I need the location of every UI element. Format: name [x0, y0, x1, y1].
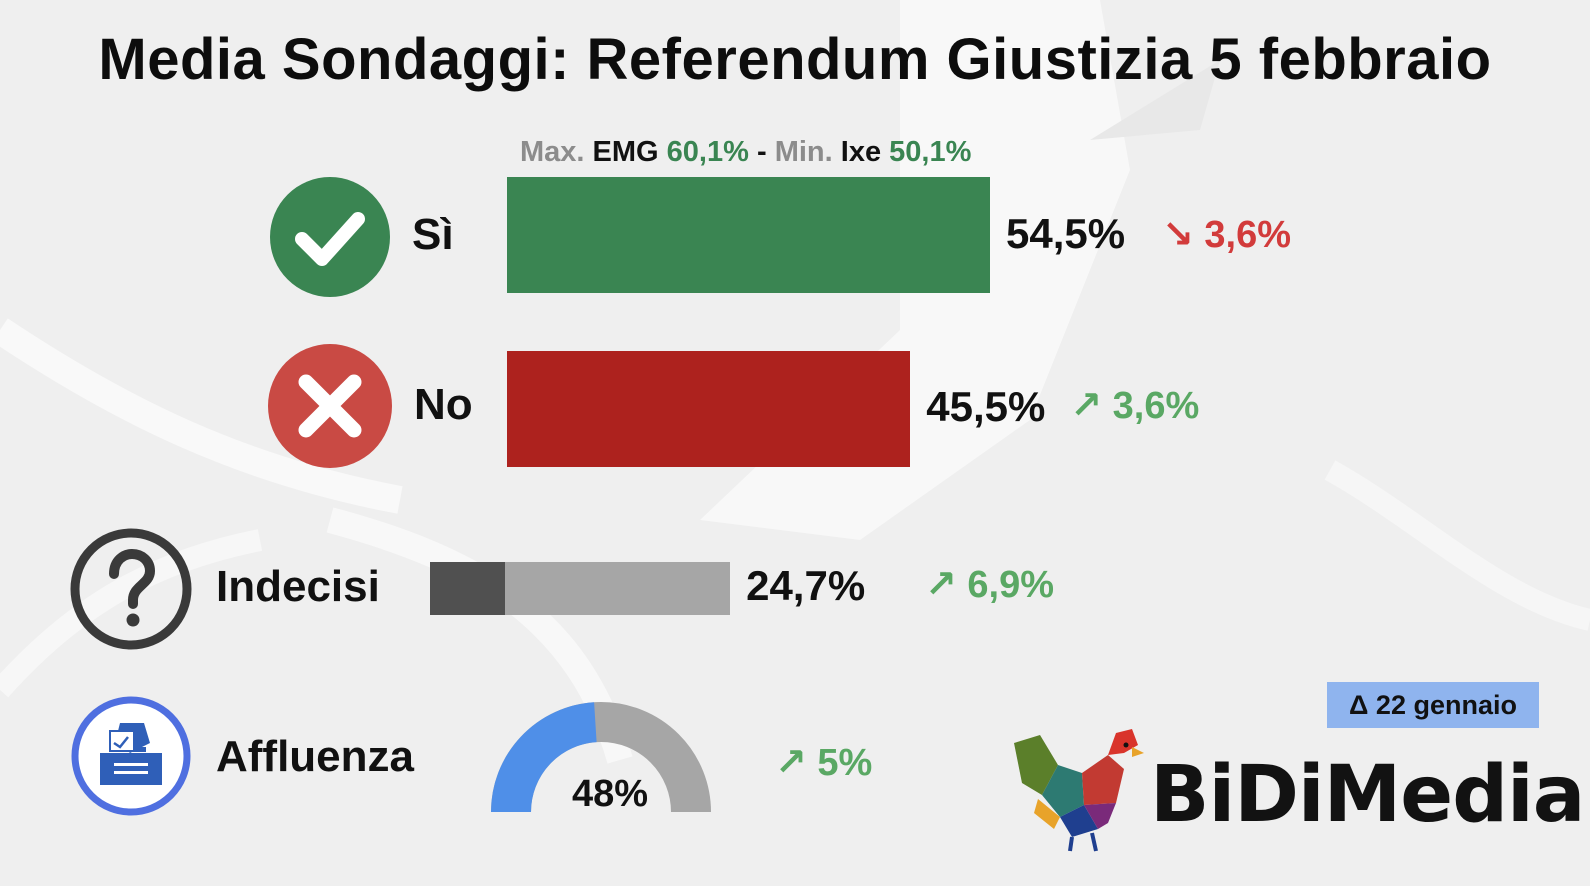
- range-max-source: EMG: [592, 136, 659, 168]
- rooster-logo-icon: [1012, 725, 1148, 860]
- range-max-label: Max.: [520, 136, 585, 168]
- no-delta: ↗ 3,6%: [1070, 385, 1200, 427]
- x-circle-icon: [268, 344, 392, 473]
- si-label: Sì: [412, 210, 454, 259]
- indecisi-delta: ↗ 6,9%: [925, 564, 1055, 606]
- no-value: 45,5%: [926, 383, 1046, 430]
- ballot-box-icon: [70, 695, 192, 822]
- comparison-badge: Δ 22 gennaio: [1327, 682, 1539, 728]
- si-bar: [507, 177, 990, 293]
- question-circle-icon: [70, 528, 192, 655]
- range-note: Max. EMG 60,1% - Min. Ixe 50,1%: [520, 136, 971, 169]
- affluenza-value: 48%: [571, 773, 649, 815]
- si-delta: ↘ 3,6%: [1162, 214, 1292, 256]
- no-bar: [507, 351, 911, 467]
- gauge-fill: [491, 702, 598, 813]
- range-separator: -: [756, 136, 767, 168]
- affluenza-label: Affluenza: [216, 732, 414, 781]
- indecisi-bar: [505, 562, 731, 615]
- range-min-label: Min.: [774, 136, 833, 168]
- affluenza-delta: ↗ 5%: [775, 742, 873, 784]
- indecisi-change-bar: [430, 562, 506, 615]
- brand-name: BiDiMedia: [1150, 750, 1585, 840]
- range-min-value: 50,1%: [889, 136, 972, 168]
- chart-title: Media Sondaggi: Referendum Giustizia 5 f…: [98, 27, 1492, 92]
- affluenza-gauge: [491, 702, 711, 813]
- no-label: No: [414, 380, 473, 429]
- indecisi-label: Indecisi: [216, 562, 380, 611]
- indecisi-value: 24,7%: [746, 562, 866, 609]
- range-min-source: Ixe: [840, 136, 882, 168]
- si-value: 54,5%: [1006, 210, 1126, 257]
- check-circle-icon: [270, 177, 390, 302]
- range-max-value: 60,1%: [666, 136, 749, 168]
